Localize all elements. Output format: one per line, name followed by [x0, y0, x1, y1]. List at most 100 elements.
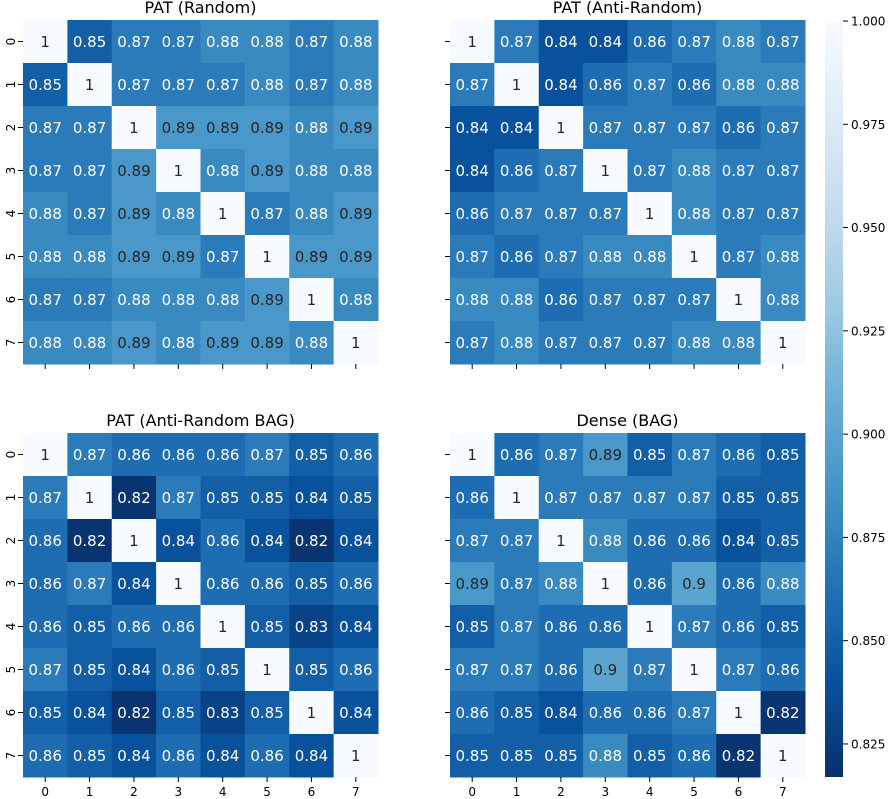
cell-value-label: 0.85: [766, 618, 799, 636]
cell-value-label: 1: [307, 291, 317, 309]
heatmap-cell: [67, 519, 113, 563]
cell-value-label: 1: [734, 704, 744, 722]
heatmap-cell: [583, 235, 629, 279]
cell-value-label: 0.85: [633, 747, 666, 765]
cell-value-label: 0.87: [500, 661, 533, 679]
cell-value-label: 0.87: [633, 162, 666, 180]
heatmap-cell: [494, 63, 540, 107]
heatmap-cell: [760, 519, 806, 563]
heatmap-cell: [289, 605, 335, 649]
x-tick-label: 7: [779, 785, 787, 799]
cell-value-label: 0.87: [766, 33, 799, 51]
cell-value-label: 0.86: [500, 446, 533, 464]
heatmap-cell: [111, 63, 157, 107]
cell-value-label: 0.82: [117, 704, 150, 722]
y-tick-label: 6: [4, 296, 18, 304]
cell-value-label: 0.88: [722, 76, 755, 94]
heatmap-cell: [716, 278, 762, 322]
cell-value-label: 1: [778, 334, 788, 352]
cell-value-label: 0.86: [28, 747, 61, 765]
colorbar-tick-label: 0.825: [851, 737, 885, 751]
heatmap-cell: [67, 605, 113, 649]
heatmap-cell: [156, 433, 202, 477]
heatmap-cell: [244, 63, 290, 107]
cell-value-label: 0.83: [295, 618, 328, 636]
cell-value-label: 0.87: [206, 76, 239, 94]
cell-value-label: 0.88: [677, 205, 710, 223]
cell-value-label: 0.86: [500, 162, 533, 180]
heatmap-cell: [156, 63, 202, 107]
cell-value-label: 0.86: [339, 446, 372, 464]
heatmap-cell: [333, 562, 379, 606]
heatmap-cell: [244, 235, 290, 279]
heatmap-cell: [23, 562, 68, 606]
x-tick-label: 0: [41, 785, 49, 799]
cell-value-label: 1: [512, 76, 522, 94]
cell-value-label: 0.84: [206, 747, 239, 765]
heatmap-cell: [494, 149, 540, 193]
heatmap-cell: [200, 63, 246, 107]
cell-value-label: 0.85: [250, 704, 283, 722]
heatmap-cell: [760, 648, 806, 692]
heatmap-panel-1: 1 0.87 0.84 0.84 0.86 0.87 0.88 0.87 0.87 1 0.84 0.…: [445, 0, 806, 369]
heatmap-cell: [538, 691, 584, 735]
cell-value-label: 1: [40, 446, 50, 464]
cell-value-label: 0.88: [28, 334, 61, 352]
heatmap-cell: [538, 433, 584, 477]
heatmap-cell: [538, 734, 584, 778]
heatmap-cell: [289, 648, 335, 692]
heatmap-cell: [333, 691, 379, 735]
heatmap-cell: [627, 20, 673, 64]
cell-value-label: 0.87: [28, 119, 61, 137]
cell-value-label: 0.87: [28, 162, 61, 180]
heatmap-cell: [111, 278, 157, 322]
cell-value-label: 0.88: [766, 291, 799, 309]
heatmap-cell: [156, 648, 202, 692]
heatmap-cell: [760, 734, 806, 778]
heatmap-cell: [627, 433, 673, 477]
cell-value-label: 0.84: [500, 119, 533, 137]
cell-value-label: 1: [512, 489, 522, 507]
heatmap-cell: [67, 476, 113, 520]
heatmap-cell: [244, 605, 290, 649]
heatmap-cell: [538, 106, 584, 150]
cell-value-label: 0.87: [589, 291, 622, 309]
heatmap-cell: [156, 106, 202, 150]
heatmap-cell: [538, 20, 584, 64]
heatmap-cell: [289, 433, 335, 477]
heatmap-cell: [671, 20, 717, 64]
x-tick-label: 6: [308, 785, 316, 799]
cell-value-label: 0.84: [455, 119, 488, 137]
heatmap-cell: [333, 149, 379, 193]
cell-value-label: 0.88: [73, 334, 106, 352]
heatmap-cell: [450, 433, 495, 477]
heatmap-cell: [583, 63, 629, 107]
cell-value-label: 1: [645, 205, 655, 223]
heatmap-cell: [200, 321, 246, 365]
cell-value-label: 0.88: [250, 76, 283, 94]
heatmap-cell: [671, 192, 717, 236]
cell-value-label: 0.86: [677, 76, 710, 94]
heatmap-cell: [23, 648, 68, 692]
cell-value-label: 0.86: [633, 532, 666, 550]
heatmap-cell: [494, 476, 540, 520]
heatmap-cell: [111, 476, 157, 520]
cell-value-label: 0.87: [633, 76, 666, 94]
cell-value-label: 0.88: [589, 532, 622, 550]
heatmap-cell: [67, 321, 113, 365]
heatmap-cell: [627, 149, 673, 193]
heatmap-cell: [244, 648, 290, 692]
cell-value-label: 0.88: [162, 334, 195, 352]
heatmap-cell: [494, 605, 540, 649]
cell-value-label: 0.86: [589, 618, 622, 636]
heatmap-cell: [583, 149, 629, 193]
heatmap-cell: [156, 476, 202, 520]
heatmap-cell: [289, 20, 335, 64]
heatmap-cell: [244, 519, 290, 563]
cell-value-label: 1: [689, 248, 699, 266]
heatmap-cell: [111, 519, 157, 563]
heatmap-cell: [627, 519, 673, 563]
heatmap-cell: [111, 691, 157, 735]
heatmap-cell: [494, 278, 540, 322]
heatmap-cell: [760, 605, 806, 649]
